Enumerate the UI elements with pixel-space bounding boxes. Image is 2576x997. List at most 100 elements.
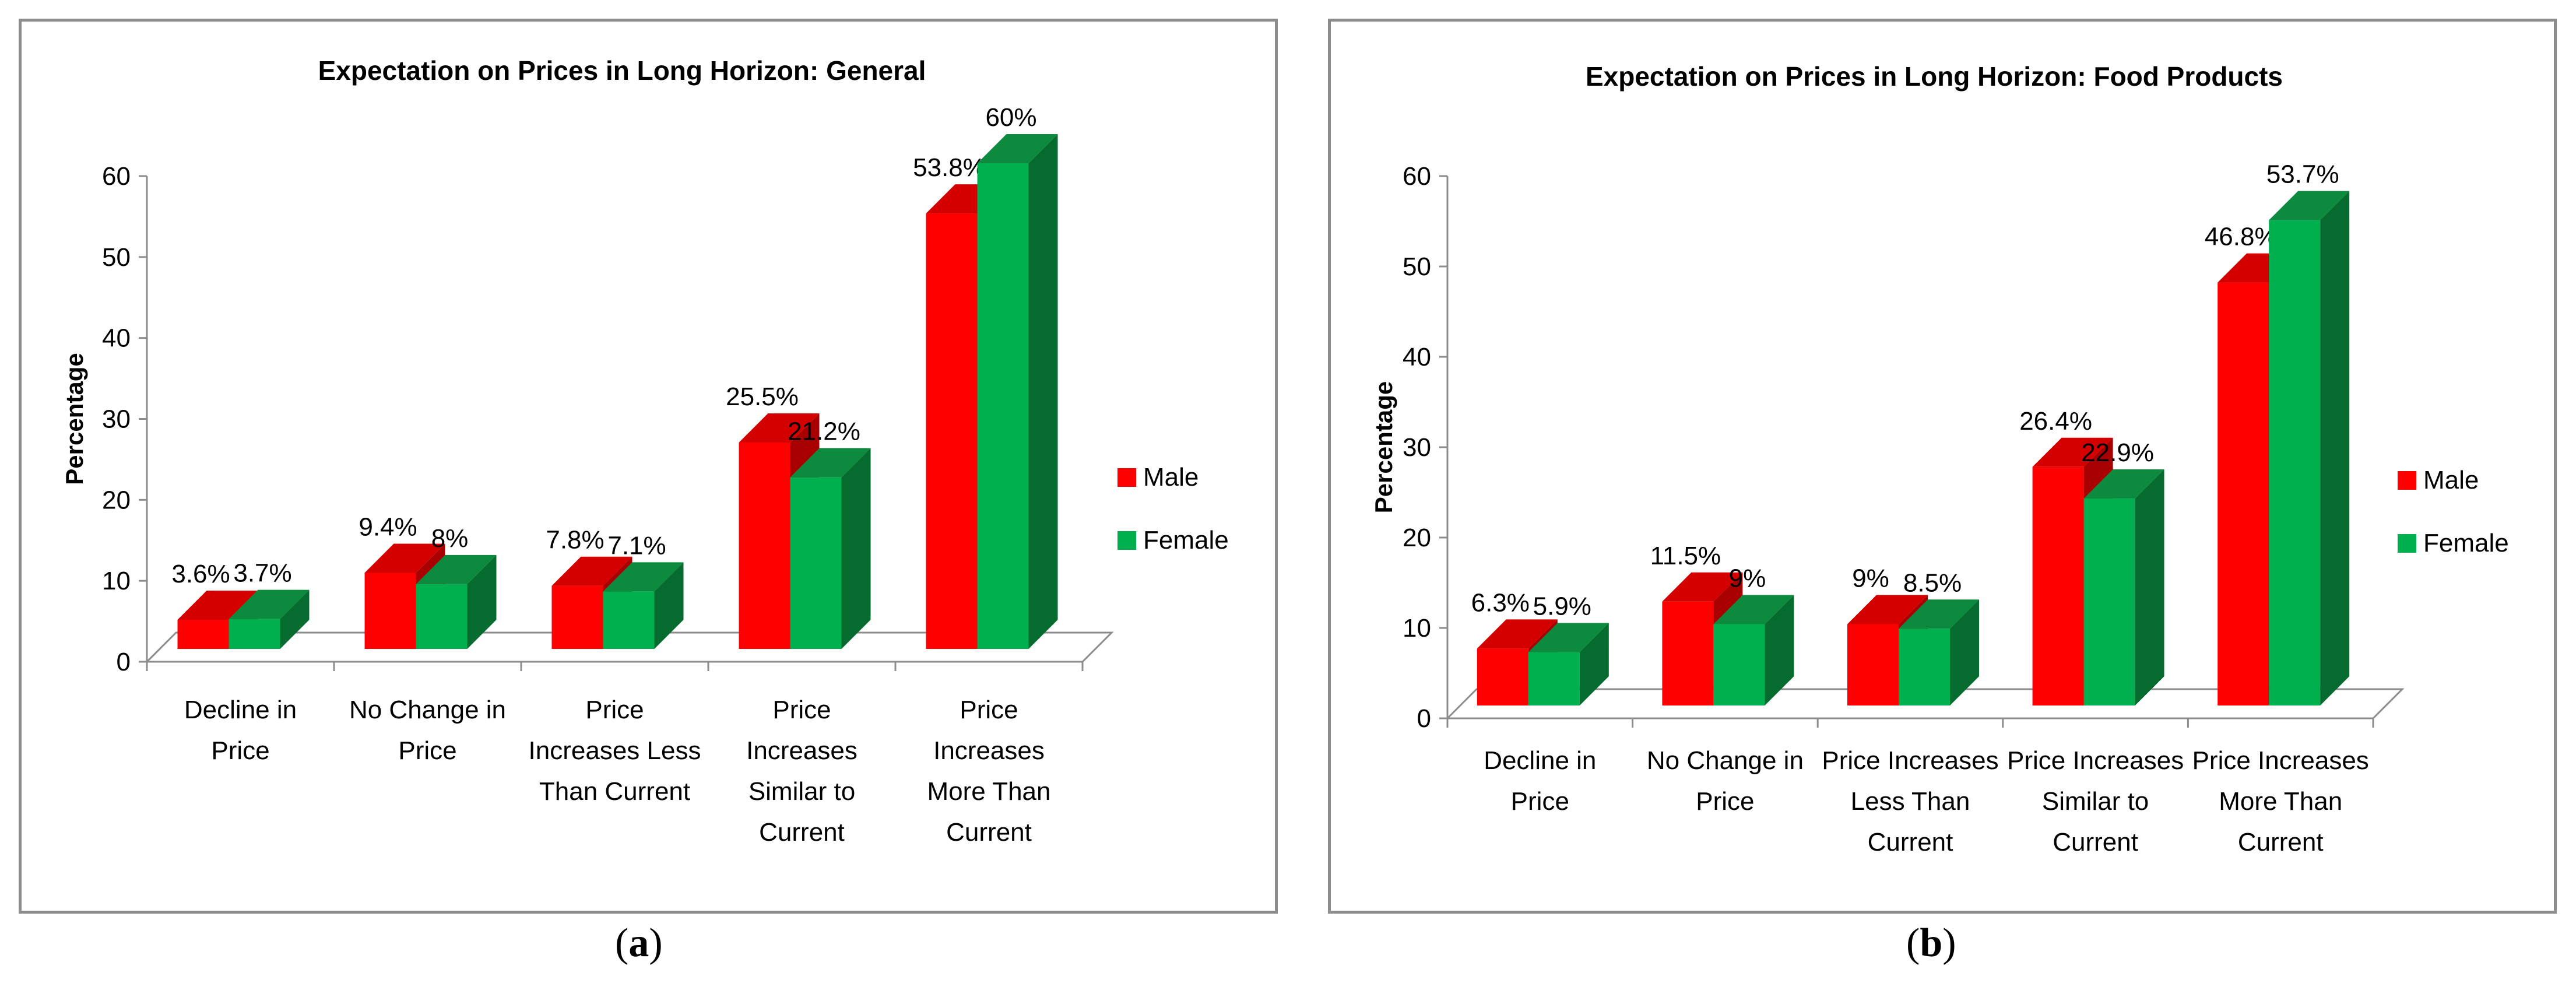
x-category-label: Decline in Price — [1484, 746, 1596, 816]
bar-female-front — [1713, 624, 1765, 705]
x-category-label: Price Increases Less Than Current — [529, 696, 701, 806]
chart-floor — [145, 631, 1114, 663]
bar-female-top — [1528, 623, 1609, 652]
data-label-male: 6.3% — [1471, 588, 1530, 617]
data-label-female: 8% — [431, 524, 469, 553]
x-category-label-line: Price — [585, 696, 644, 724]
bar-female-front — [416, 584, 468, 649]
bar-female-top — [2269, 191, 2350, 220]
x-category-label: Price Increases Similar to Current — [2007, 746, 2184, 856]
y-axis-label: Percentage — [1370, 381, 1397, 513]
bar-female-front — [229, 619, 280, 649]
bar-male-top — [1847, 595, 1928, 624]
legend-swatch-male — [1117, 468, 1136, 487]
data-label-male: 9% — [1852, 564, 1889, 593]
x-category-label-line: Increases — [933, 736, 1045, 765]
data-label-female: 22.9% — [2081, 438, 2154, 467]
bar-male-front — [1847, 624, 1899, 705]
bar-male-top — [739, 413, 820, 443]
bar-female-front — [1899, 629, 1950, 705]
bar-female-top — [603, 562, 684, 592]
y-tick-label: 20 — [102, 486, 131, 514]
bar-female-side — [1950, 599, 1979, 705]
bar-female-side — [654, 562, 684, 649]
data-label-male: 46.8% — [2205, 223, 2278, 251]
bar-male-top — [364, 543, 445, 573]
y-tick-label: 60 — [102, 162, 131, 191]
x-category-label: Price Increases More Than Current — [2192, 746, 2369, 856]
chart-floor — [1445, 688, 2405, 719]
data-label-female: 8.5% — [1903, 568, 1962, 597]
x-category-label-line: More Than — [927, 777, 1051, 806]
y-tick-label: 20 — [1403, 524, 1431, 552]
data-label-male: 25.5% — [726, 382, 799, 411]
x-category-label-line: Current — [759, 818, 845, 847]
bar-female-front — [2083, 498, 2135, 705]
bar-male-top — [177, 591, 258, 620]
y-tick-label: 30 — [102, 405, 131, 434]
x-category-label-line: Increases Less — [529, 736, 701, 765]
caption-b: (b) — [1906, 921, 1956, 966]
bar-female-side — [1579, 623, 1609, 705]
x-category-label: Price Increases More Than Current — [927, 696, 1051, 847]
data-label-male: 9.4% — [359, 512, 417, 541]
data-label-female: 60% — [985, 103, 1036, 132]
bar-female-side — [1765, 595, 1794, 705]
legend-label-male: Male — [2423, 466, 2479, 494]
bar-female-front — [790, 477, 842, 649]
x-category-label-line: No Change in — [1647, 746, 1804, 775]
legend-label-male: Male — [1143, 463, 1199, 492]
data-label-female: 5.9% — [1533, 592, 1591, 621]
x-category-label-line: Than Current — [539, 777, 690, 806]
caption-a: (a) — [615, 921, 663, 966]
x-category-label-line: Price — [960, 696, 1018, 724]
chart-panel-food: Expectation on Prices in Long Horizon: F… — [1328, 19, 2557, 914]
bar-female-side — [2320, 191, 2350, 705]
x-category-label-line: Price — [211, 736, 269, 765]
chart-food: Expectation on Prices in Long Horizon: F… — [1370, 61, 2509, 856]
y-tick-label: 60 — [1403, 162, 1431, 191]
bar-female-top — [229, 589, 310, 619]
bar-female-side — [280, 589, 310, 649]
bar-female-side — [467, 554, 497, 649]
x-category-label-line: Price — [1511, 787, 1569, 816]
x-category-label-line: Decline in — [1484, 746, 1596, 775]
data-label-male: 11.5% — [1650, 542, 1721, 570]
data-label-male: 53.8% — [913, 153, 986, 182]
bar-female-top — [790, 448, 871, 478]
x-category-label: No Change in Price — [349, 696, 506, 765]
x-category-label-line: Current — [2053, 828, 2138, 856]
x-category-label: Price Increases Similar to Current — [746, 696, 858, 847]
data-label-female: 53.7% — [2266, 160, 2339, 189]
x-category-label-line: Price Increases — [2007, 746, 2184, 775]
bar-female-top — [977, 134, 1058, 163]
legend-swatch-female — [2398, 534, 2416, 553]
x-category-label: No Change in Price — [1647, 746, 1804, 816]
bar-female-front — [603, 591, 655, 649]
bar-female-top — [1713, 595, 1794, 624]
bar-female-front — [1528, 652, 1580, 705]
bar-male-front — [1477, 648, 1528, 705]
x-category-label-line: No Change in — [349, 696, 506, 724]
bar-male-front — [2217, 282, 2269, 706]
x-category-label-line: Current — [946, 818, 1032, 847]
legend-swatch-female — [1117, 531, 1136, 550]
x-category-label-line: Decline in — [184, 696, 297, 724]
x-category-label-line: Current — [2238, 828, 2324, 856]
bar-female-top — [2083, 469, 2164, 499]
x-category-label-line: Similar to — [748, 777, 855, 806]
bar-male-front — [739, 442, 790, 649]
y-tick-label: 0 — [1417, 704, 1431, 733]
legend-label-female: Female — [2423, 529, 2509, 557]
x-category-label: Decline in Price — [184, 696, 297, 765]
bar-male-front — [177, 620, 229, 649]
bar-female-side — [1028, 134, 1058, 649]
x-category-label-line: Less Than — [1851, 787, 1970, 816]
y-tick-label: 10 — [1403, 614, 1431, 643]
x-category-label-line: Similar to — [2042, 787, 2149, 816]
bar-male-front — [551, 585, 603, 649]
chart-general: Expectation on Prices in Long Horizon: G… — [61, 55, 1229, 847]
y-tick-label: 40 — [102, 324, 131, 353]
data-label-female: 3.7% — [233, 559, 291, 588]
x-category-label: Price Increases Less Than Current — [1822, 746, 1998, 856]
